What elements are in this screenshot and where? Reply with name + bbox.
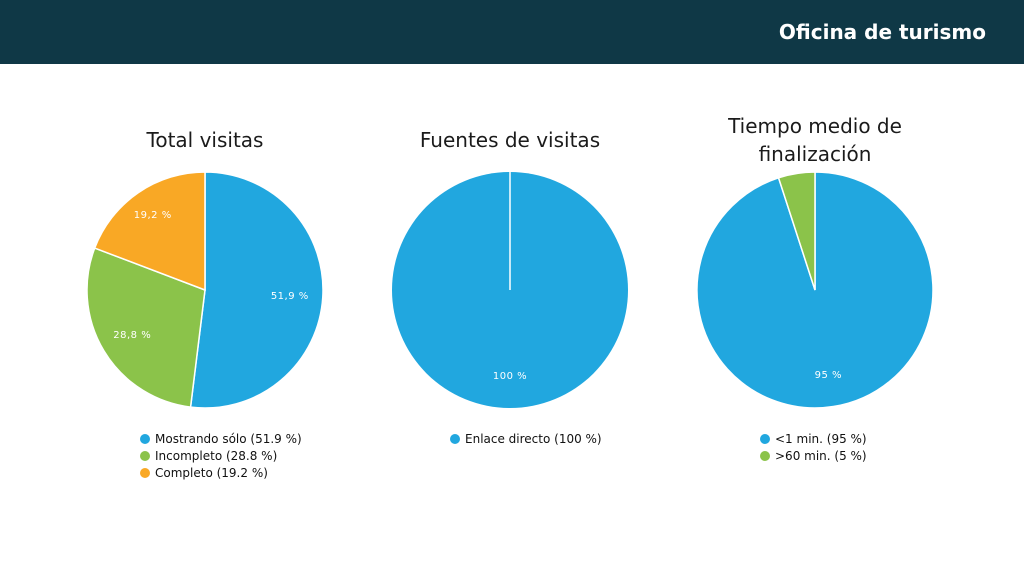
chart-legend: <1 min. (95 %) >60 min. (5 %) <box>760 430 867 464</box>
pie-slice <box>93 171 206 292</box>
page-title: Oficina de turismo <box>778 20 986 44</box>
legend-label: Mostrando sólo (51.9 %) <box>155 431 302 446</box>
slice-data-label: 100 % <box>493 371 527 382</box>
slice-data-label: 51,9 % <box>271 291 309 302</box>
chart-title: Fuentes de visitas <box>419 128 601 152</box>
pie-chart: 51,9 % 28,8 % 19,2 % <box>86 171 324 409</box>
chart-legend: Mostrando sólo (51.9 %) Incompleto (28.8 … <box>140 430 302 481</box>
chart-legend: Enlace directo (100 %) <box>450 430 602 447</box>
pie-slice <box>777 171 816 291</box>
legend-label: Completo (19.2 %) <box>155 465 268 480</box>
pie-slice <box>189 171 324 409</box>
legend-label: Enlace directo (100 %) <box>465 431 602 446</box>
legend-swatch <box>760 450 770 461</box>
slice-data-label: 28,8 % <box>113 330 151 341</box>
legend-swatch <box>140 450 150 461</box>
chart-title: Tiempo medio de finalización <box>728 114 902 166</box>
legend-item: <1 min. (95 %) <box>760 430 867 447</box>
legend-item: Enlace directo (100 %) <box>450 430 602 447</box>
legend-swatch <box>450 433 460 444</box>
legend-label: <1 min. (95 %) <box>775 431 867 446</box>
pie-slice <box>86 247 206 408</box>
chart-title: Total visitas <box>146 128 264 152</box>
pie-chart: 95 % <box>696 171 934 409</box>
pie-chart: 100 % <box>392 172 628 408</box>
slice-data-label: 95 % <box>815 370 842 381</box>
legend-item: Mostrando sólo (51.9 %) <box>140 430 302 447</box>
legend-label: Incompleto (28.8 %) <box>155 448 278 463</box>
legend-item: Incompleto (28.8 %) <box>140 447 302 464</box>
legend-swatch <box>140 433 150 444</box>
legend-item: Completo (19.2 %) <box>140 464 302 481</box>
legend-swatch <box>760 433 770 444</box>
legend-label: >60 min. (5 %) <box>775 448 867 463</box>
header-bar: Oficina de turismo <box>0 0 1024 64</box>
slice-data-label: 19,2 % <box>134 210 172 221</box>
legend-item: >60 min. (5 %) <box>760 447 867 464</box>
legend-swatch <box>140 467 150 478</box>
